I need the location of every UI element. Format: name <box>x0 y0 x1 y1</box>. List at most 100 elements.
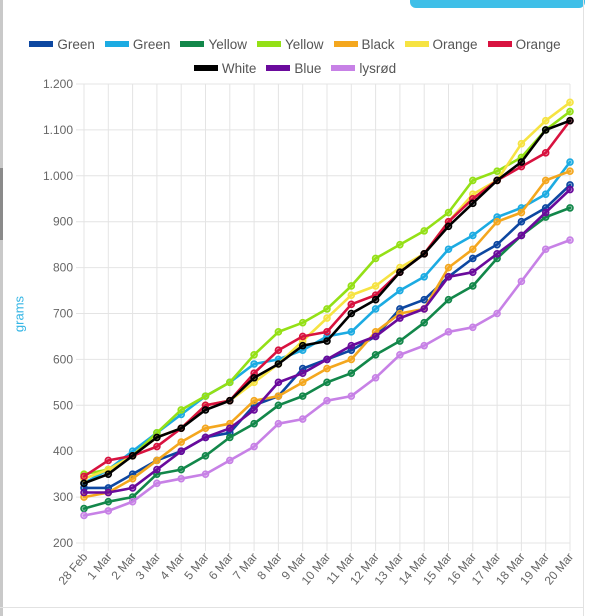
data-point <box>201 470 210 478</box>
data-point <box>468 282 477 290</box>
data-point <box>371 332 380 341</box>
data-point <box>371 373 380 382</box>
data-point <box>323 314 331 322</box>
legend-swatch <box>104 41 129 47</box>
legend-item[interactable]: Green <box>104 36 171 52</box>
legend-row: White Blue lysrød <box>0 56 590 80</box>
data-point <box>80 479 88 488</box>
data-point <box>177 465 185 474</box>
data-point <box>274 419 283 428</box>
y-tick-label: 1.000 <box>43 169 73 183</box>
legend-label: lysrød <box>359 60 397 76</box>
y-tick-label: 200 <box>53 536 73 550</box>
legend-item[interactable]: Black <box>333 36 395 52</box>
data-point <box>298 318 307 327</box>
data-point <box>444 222 453 231</box>
y-tick-label: 900 <box>53 215 73 229</box>
data-point <box>104 488 113 497</box>
data-point <box>347 300 356 309</box>
data-point <box>396 268 404 276</box>
data-point <box>128 497 137 506</box>
top-action-button[interactable] <box>410 0 585 8</box>
data-point <box>274 328 283 336</box>
legend-label: Yellow <box>208 36 247 52</box>
data-point <box>420 305 429 313</box>
data-point <box>104 456 113 465</box>
y-tick-label: 400 <box>53 444 73 458</box>
y-tick-label: 1.100 <box>43 123 73 137</box>
data-point <box>201 433 210 442</box>
data-point <box>566 204 574 212</box>
legend-swatch <box>29 41 54 47</box>
x-tick-label: 2 Mar <box>108 550 138 583</box>
data-point <box>298 332 307 341</box>
data-point <box>250 396 258 405</box>
data-point <box>323 305 331 313</box>
legend-label: Green <box>132 36 171 52</box>
data-point <box>566 158 574 166</box>
data-point <box>201 424 210 433</box>
x-tick-label: 28 Feb <box>56 550 91 588</box>
series-line <box>82 206 572 510</box>
panel-border-bottom <box>0 607 584 608</box>
legend-swatch <box>333 41 358 47</box>
data-point <box>566 116 574 125</box>
data-point <box>371 295 380 304</box>
data-point <box>493 309 501 318</box>
data-point <box>493 176 501 185</box>
legend-item[interactable]: Yellow <box>180 37 247 52</box>
legend-item[interactable]: lysrød <box>331 61 396 76</box>
legend-item[interactable]: Blue <box>266 61 321 76</box>
legend-label: Black <box>361 36 395 52</box>
data-point <box>104 507 113 515</box>
legend-item[interactable]: Orange <box>404 37 478 52</box>
x-tick-label: 7 Mar <box>230 550 260 583</box>
chart-legend: Green Green Yellow Yellow Black Orange Orange … <box>0 32 590 80</box>
data-point <box>347 328 356 336</box>
x-tick-label: 3 Mar <box>133 550 163 583</box>
data-point <box>128 451 137 460</box>
data-point <box>444 208 453 217</box>
data-point <box>541 190 550 198</box>
legend-item[interactable]: White <box>193 61 256 76</box>
data-point <box>153 465 161 474</box>
legend-item[interactable]: Yellow <box>256 37 324 52</box>
scroll-handle[interactable] <box>0 168 3 240</box>
data-point <box>347 341 356 350</box>
data-point <box>566 236 574 244</box>
data-point <box>274 392 283 400</box>
data-point <box>444 245 453 254</box>
x-tick-label: 1 Mar <box>84 550 114 583</box>
y-tick-label: 300 <box>53 490 73 504</box>
series-line <box>82 119 572 485</box>
data-point <box>468 254 477 263</box>
legend-swatch <box>266 65 291 71</box>
data-point <box>371 282 380 290</box>
data-point <box>541 126 550 134</box>
data-point <box>250 373 258 382</box>
legend-item[interactable]: Green <box>29 37 95 52</box>
data-point <box>566 185 574 194</box>
data-point <box>517 217 526 226</box>
data-point <box>493 250 501 258</box>
data-point <box>396 337 404 345</box>
data-point <box>274 346 283 355</box>
data-point <box>347 369 356 377</box>
data-point <box>250 360 258 368</box>
data-point <box>153 433 161 442</box>
data-point <box>541 149 550 157</box>
data-point <box>541 116 550 125</box>
data-point <box>201 392 210 400</box>
y-tick-label: 700 <box>53 307 73 321</box>
data-point <box>420 272 429 281</box>
data-point <box>420 250 429 258</box>
data-point <box>493 240 501 249</box>
data-point <box>396 240 404 249</box>
data-point <box>226 424 234 433</box>
data-point <box>371 351 380 359</box>
data-point <box>298 378 307 387</box>
y-tick-label: 600 <box>53 352 73 366</box>
legend-item[interactable]: Orange <box>487 37 561 52</box>
data-point <box>177 438 185 446</box>
